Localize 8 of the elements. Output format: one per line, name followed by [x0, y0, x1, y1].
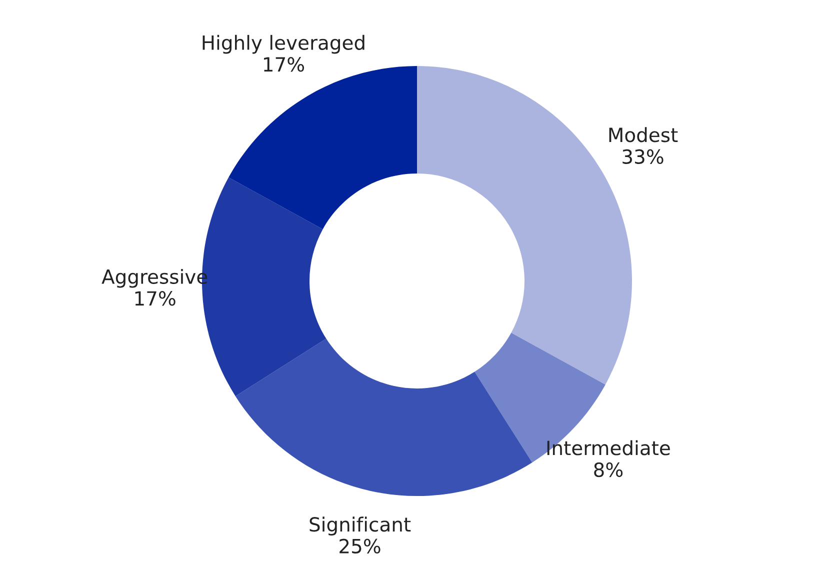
data-label: 17% [135, 291, 176, 306]
data-label: 33% [622, 149, 664, 164]
slice-label: Significant [310, 516, 411, 536]
slice-label: Modest [609, 127, 678, 142]
data-label: 25% [340, 538, 380, 554]
data-label: 17% [264, 57, 304, 72]
data-label: 8% [594, 462, 623, 478]
slice-label: Highly leveraged [202, 34, 364, 54]
